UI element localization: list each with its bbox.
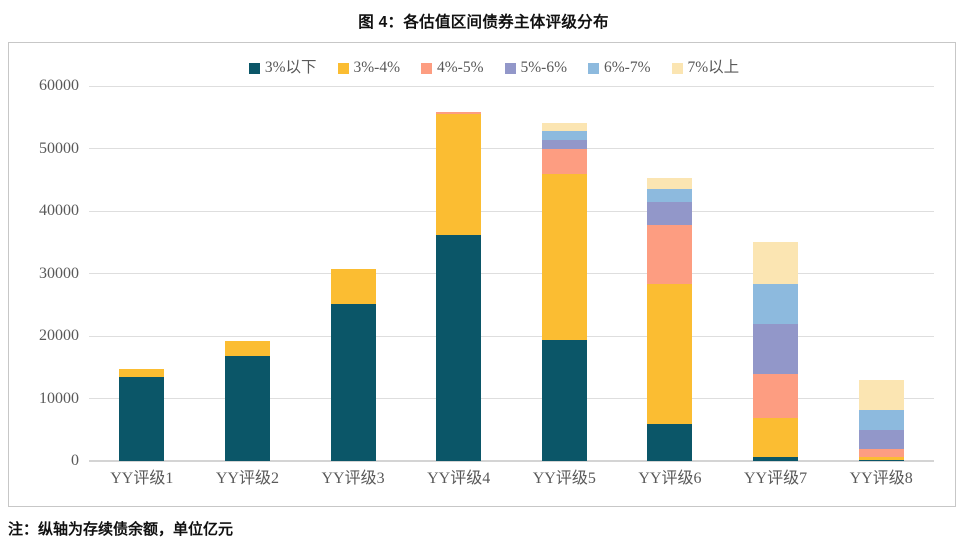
bar-segment-YY评级5-4%-5% [541,148,587,175]
chart-area: 3%以下 3%-4% 4%-5% 5%-6% 6%-7% 7%以上 0 10000 20000… [8,42,956,507]
legend-swatch-icon [588,62,599,74]
x-axis-label: YY评级5 [532,470,596,487]
x-axis-label: YY评级8 [849,470,913,487]
bar-segment-YY评级5-6%-7% [541,131,587,140]
bar-segment-YY评级4-3%以下 [436,235,482,461]
bar-segment-YY评级3-3%-4% [330,269,376,304]
y-tick-label: 10000 [39,389,79,407]
bar-segment-YY评级2-3%以下 [224,356,270,461]
footnote: 注：纵轴为存续债余额，单位亿元 [8,521,234,538]
x-axis-label: YY评级3 [321,470,385,487]
bar-segment-YY评级4-4%-5% [436,112,482,115]
legend-label: 7%以上 [687,59,740,76]
bar-segment-YY评级5-7%以上 [541,122,587,131]
x-axis-label: YY评级7 [744,470,808,487]
x-axis-label: YY评级2 [215,470,279,487]
legend-item: 6%-7% [588,59,651,77]
y-tick-label: 50000 [39,139,79,157]
bar-segment-YY评级4-3%-4% [436,114,482,236]
gridline [89,398,934,399]
bar-segment-YY评级6-7%以上 [647,177,693,189]
bar-segment-YY评级7-4%-5% [753,374,799,418]
legend-swatch-icon [337,62,349,74]
bar-segment-YY评级1-3%以下 [119,376,165,461]
x-axis-label: YY评级1 [110,470,174,487]
bar-segment-YY评级6-3%-4% [647,283,693,424]
bar-segment-YY评级8-7%以上 [858,379,904,411]
y-tick-label: 60000 [39,77,79,94]
bar-segment-YY评级7-5%-6% [753,324,799,375]
legend-item: 3%以下 [248,59,317,77]
gridline [89,85,934,87]
bar-segment-YY评级1-3%-4% [119,368,165,377]
bar-segment-YY评级5-3%-4% [541,174,587,341]
bar-segment-YY评级3-3%以下 [330,303,376,461]
gridline [89,273,934,274]
legend-item: 7%以上 [671,59,740,77]
chart-legend: 3%以下 3%-4% 4%-5% 5%-6% 6%-7% 7%以上 [21,59,967,77]
bar-segment-YY评级6-6%-7% [647,188,693,203]
legend-label: 3%-4% [353,59,401,76]
y-tick-label: 20000 [39,327,79,344]
legend-label: 5%-6% [520,59,568,76]
legend-label: 6%-7% [604,59,651,76]
legend-swatch-icon [248,62,260,74]
gridline [89,335,934,337]
bar-segment-YY评级2-3%-4% [224,341,270,356]
bar-segment-YY评级5-5%-6% [541,139,587,149]
bar-segment-YY评级6-4%-5% [647,225,693,284]
bar-segment-YY评级8-6%-7% [858,410,904,431]
x-axis-line [89,460,934,462]
y-tick-label: 30000 [39,264,79,282]
bar-segment-YY评级8-4%-5% [858,448,904,457]
x-axis-label: YY评级6 [638,470,702,487]
legend-swatch-icon [504,62,516,74]
legend-item: 5%-6% [504,59,568,77]
bar-segment-YY评级7-6%-7% [753,284,799,325]
gridline [89,148,934,149]
bar-segment-YY评级7-7%以上 [753,242,799,285]
bar-segment-YY评级8-3%-4% [858,456,904,461]
y-tick-label: 40000 [39,202,79,219]
legend-item: 4%-5% [421,59,484,77]
bar-segment-YY评级8-3%以下 [858,460,904,461]
legend-label: 4%-5% [437,59,484,76]
bar-segment-YY评级7-3%-4% [753,417,799,457]
bar-segment-YY评级6-3%以下 [647,423,693,461]
y-tick-label: 0 [71,452,79,469]
bar-segment-YY评级7-3%以下 [753,456,799,461]
plot-area [89,85,934,462]
gridline [89,210,934,212]
legend-item: 3%-4% [337,59,401,77]
bar-segment-YY评级5-3%以下 [541,340,587,461]
x-axis-label: YY评级4 [427,470,491,487]
bar-segment-YY评级6-5%-6% [647,202,693,226]
legend-swatch-icon [671,62,683,74]
legend-label: 3%以下 [264,59,317,76]
bar-segment-YY评级8-5%-6% [858,430,904,449]
legend-swatch-icon [421,62,432,74]
figure-title: 图 4：各估值区间债券主体评级分布 [358,14,609,31]
